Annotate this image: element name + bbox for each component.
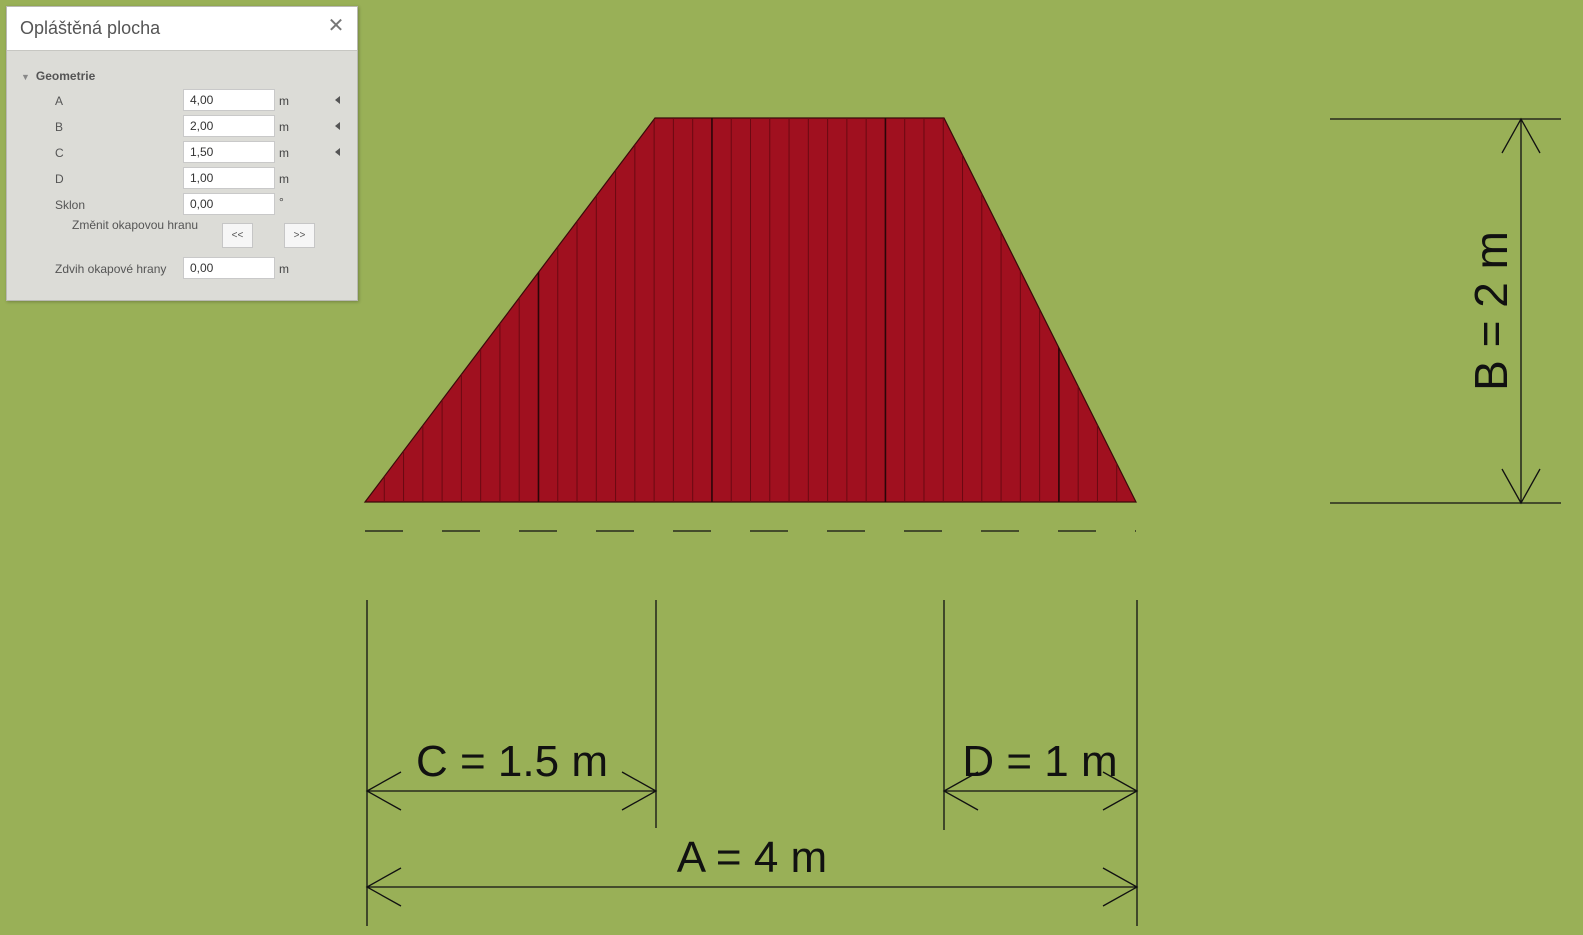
close-icon[interactable]: ✕ (327, 15, 345, 37)
section-geometry-label: Geometrie (35, 69, 96, 83)
dimension-d-label: D = 1 m (962, 737, 1117, 786)
field-input-b[interactable] (183, 115, 275, 137)
field-unit-b: m (279, 120, 289, 134)
field-label-slope: Sklon (55, 198, 86, 212)
change-eave-label: Změnit okapovou hranu (72, 218, 199, 232)
field-unit-eave-lift: m (279, 262, 289, 276)
field-row-a: A m (7, 89, 357, 113)
next-eave-button[interactable]: >> (284, 223, 315, 248)
panel-title: Opláštěná plocha (20, 18, 161, 38)
prev-eave-button[interactable]: << (222, 223, 253, 248)
field-row-slope: Sklon ° (7, 193, 357, 217)
panel-header: Opláštěná plocha ✕ (7, 7, 357, 51)
dimension-c (365, 600, 658, 926)
field-label-b: B (55, 120, 64, 134)
field-unit-d: m (279, 172, 289, 186)
cladding-properties-panel: Opláštěná plocha ✕ ▼ Geometrie A m B m C … (6, 6, 358, 301)
field-label-c: C (55, 146, 64, 160)
field-input-eave-lift[interactable] (183, 257, 275, 279)
field-label-eave-lift: Zdvih okapové hrany (55, 262, 167, 276)
section-geometry[interactable]: ▼ Geometrie (21, 69, 95, 83)
field-unit-c: m (279, 146, 289, 160)
cladding-surface[interactable] (363, 117, 1137, 503)
collapse-triangle-icon[interactable]: ▼ (21, 72, 30, 82)
field-row-eave-lift: Zdvih okapové hrany m (7, 257, 357, 281)
dimension-d (942, 600, 1139, 926)
field-row-b: B m (7, 115, 357, 139)
field-b-arrow-left-icon[interactable] (335, 122, 340, 130)
field-unit-a: m (279, 94, 289, 108)
dimension-b (1330, 117, 1561, 505)
field-label-d: D (55, 172, 64, 186)
field-row-d: D m (7, 167, 357, 191)
field-input-d[interactable] (183, 167, 275, 189)
field-a-arrow-left-icon[interactable] (335, 96, 340, 104)
dimension-a (365, 867, 1139, 907)
field-label-a: A (55, 94, 64, 108)
dimension-b-label: B = 2 m (1465, 231, 1517, 391)
field-c-arrow-left-icon[interactable] (335, 148, 340, 156)
field-input-c[interactable] (183, 141, 275, 163)
field-input-a[interactable] (183, 89, 275, 111)
field-unit-slope: ° (279, 195, 284, 209)
field-input-slope[interactable] (183, 193, 275, 215)
dimension-c-label: C = 1.5 m (416, 737, 608, 786)
field-row-c: C m (7, 141, 357, 165)
dimension-a-label: A = 4 m (677, 833, 827, 882)
